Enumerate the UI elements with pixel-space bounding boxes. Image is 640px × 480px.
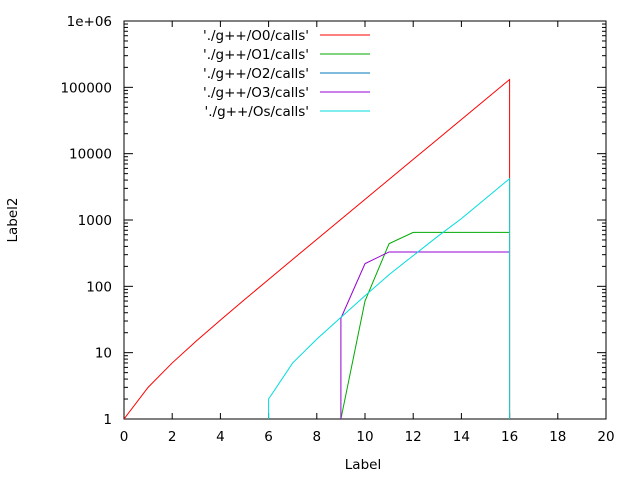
x-tick-label: 20 [597,429,614,445]
series-line-1 [340,231,510,420]
x-tick-label: 2 [168,429,177,445]
legend-label: './g++/O0/calls' [203,28,309,44]
plot-frame [123,20,607,420]
y-tick-label: 10 [95,346,112,362]
y-tick-label: 10000 [69,147,112,163]
y-axis-label: Label2 [5,197,21,242]
x-tick-label: 10 [356,429,373,445]
x-axis: 0 2 4 6 8 10 12 14 16 18 20 [120,21,615,445]
series-layer [123,78,511,420]
legend-label: './g++/O2/calls' [203,66,309,82]
y-tick-label: 1e+06 [67,14,112,30]
x-tick-label: 12 [405,429,422,445]
series-line-4 [268,177,511,419]
legend-label: './g++/O1/calls' [203,47,309,63]
legend: './g++/O0/calls' './g++/O1/calls' './g++/O… [203,28,370,120]
x-tick-label: 16 [501,429,518,445]
series-line-0 [123,78,511,420]
y-tick-label: 1000 [78,213,112,229]
x-tick-label: 6 [264,429,273,445]
x-tick-label: 8 [313,429,322,445]
x-tick-label: 4 [216,429,225,445]
x-axis-label: Label [345,457,381,473]
x-tick-label: 18 [549,429,566,445]
x-tick-label: 0 [120,429,129,445]
x-tick-label: 14 [453,429,470,445]
y-tick-label: 1 [103,412,112,428]
y-tick-label: 100 [86,279,112,295]
y-tick-label: 100000 [60,80,112,96]
legend-label: './g++/O3/calls' [203,85,309,101]
plot-border [123,20,607,420]
legend-label: './g++/Os/calls' [205,104,309,120]
y-axis: 1 10 100 1000 10000 100000 1e+06 [60,14,606,428]
series-line-3 [340,251,510,419]
